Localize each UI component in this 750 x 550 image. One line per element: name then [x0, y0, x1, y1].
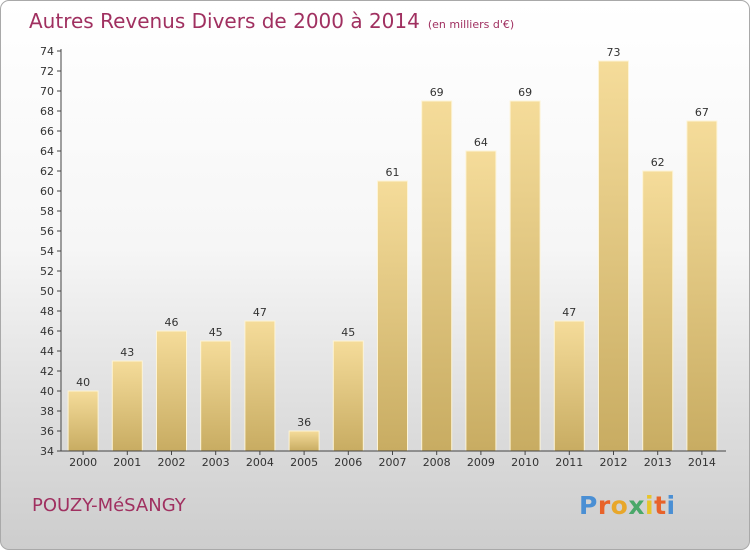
- bar-2008: [421, 100, 453, 452]
- y-tick-label: 60: [40, 185, 54, 198]
- y-tick-label: 34: [40, 445, 54, 458]
- data-label-2011: 47: [562, 306, 576, 319]
- x-tick-label: 2003: [202, 456, 230, 469]
- bar-2004: [244, 320, 276, 452]
- y-tick-label: 48: [40, 305, 54, 318]
- x-tick-label: 2006: [334, 456, 362, 469]
- data-label-2003: 45: [209, 326, 223, 339]
- brand-letter: i: [666, 491, 676, 520]
- data-label-2001: 43: [120, 346, 134, 359]
- x-tick-label: 2011: [555, 456, 583, 469]
- bar-2011: [553, 320, 585, 452]
- bar-2005: [288, 430, 320, 452]
- data-label-2006: 45: [341, 326, 355, 339]
- chart-title: Autres Revenus Divers de 2000 à 2014: [29, 9, 420, 33]
- data-label-2009: 64: [474, 136, 488, 149]
- x-tick-label: 2005: [290, 456, 318, 469]
- x-tick-label: 2002: [158, 456, 186, 469]
- y-tick-label: 70: [40, 85, 54, 98]
- bar-2010: [509, 100, 541, 452]
- bar-2001: [111, 360, 143, 452]
- data-label-2002: 46: [165, 316, 179, 329]
- bar-2012: [598, 60, 629, 452]
- brand-letter: i: [645, 491, 655, 520]
- axes-layer: 2000 2001 2002 2003 2004 2005 2006 2007 2008 2009…: [40, 45, 726, 469]
- y-tick-label: 68: [40, 105, 54, 118]
- x-tick-label: 2009: [467, 456, 495, 469]
- brand-logo: Proxiti: [579, 491, 676, 520]
- y-tick-label: 54: [40, 245, 54, 258]
- y-tick-label: 64: [40, 145, 54, 158]
- bar-2007: [377, 180, 408, 452]
- bar-2000: [67, 390, 99, 452]
- data-label-2013: 62: [651, 156, 665, 169]
- y-tick-label: 50: [40, 285, 54, 298]
- x-tick-label: 2000: [69, 456, 97, 469]
- x-tick-label: 2007: [379, 456, 407, 469]
- y-tick-label: 56: [40, 225, 54, 238]
- x-tick-label: 2012: [600, 456, 628, 469]
- brand-letter: t: [654, 491, 667, 520]
- x-tick-label: 2010: [511, 456, 539, 469]
- data-label-2007: 61: [386, 166, 400, 179]
- y-tick-label: 66: [40, 125, 54, 138]
- x-tick-label: 2004: [246, 456, 274, 469]
- data-label-2008: 69: [430, 86, 444, 99]
- y-tick-label: 44: [40, 345, 54, 358]
- y-tick-label: 58: [40, 205, 54, 218]
- brand-letter: r: [597, 491, 611, 520]
- y-tick-label: 36: [40, 425, 54, 438]
- data-label-2014: 67: [695, 106, 709, 119]
- data-label-2004: 47: [253, 306, 267, 319]
- bars-layer: 40 43 46 45 47 36 45 61 69 64 69 47 73 62 67: [67, 46, 718, 452]
- town-name: POUZY-MéSANGY: [32, 495, 186, 516]
- y-tick-label: 42: [40, 365, 54, 378]
- bar-2002: [156, 330, 187, 452]
- y-tick-label: 40: [40, 385, 54, 398]
- y-tick-label: 46: [40, 325, 54, 338]
- bar-2006: [332, 340, 364, 452]
- brand-letter: o: [610, 491, 629, 520]
- brand-letter: x: [628, 491, 645, 520]
- x-tick-label: 2014: [688, 456, 716, 469]
- data-label-2010: 69: [518, 86, 532, 99]
- bar-2009: [465, 150, 497, 452]
- y-tick-label: 72: [40, 65, 54, 78]
- x-tick-label: 2013: [644, 456, 672, 469]
- x-tick-label: 2008: [423, 456, 451, 469]
- data-label-2000: 40: [76, 376, 90, 389]
- bar-2013: [642, 170, 674, 452]
- x-tick-label: 2001: [113, 456, 141, 469]
- y-tick-label: 62: [40, 165, 54, 178]
- brand-letter: P: [579, 491, 598, 520]
- chart-unit: (en milliers d'€): [427, 18, 515, 31]
- y-tick-label: 74: [40, 45, 54, 58]
- bar-2003: [200, 340, 232, 452]
- bar-2014: [686, 120, 718, 452]
- chart-title-wrap: Autres Revenus Divers de 2000 à 2014 (en …: [29, 9, 514, 33]
- y-tick-label: 52: [40, 265, 54, 278]
- data-label-2005: 36: [297, 416, 311, 429]
- data-label-2012: 73: [607, 46, 621, 59]
- y-tick-label: 38: [40, 405, 54, 418]
